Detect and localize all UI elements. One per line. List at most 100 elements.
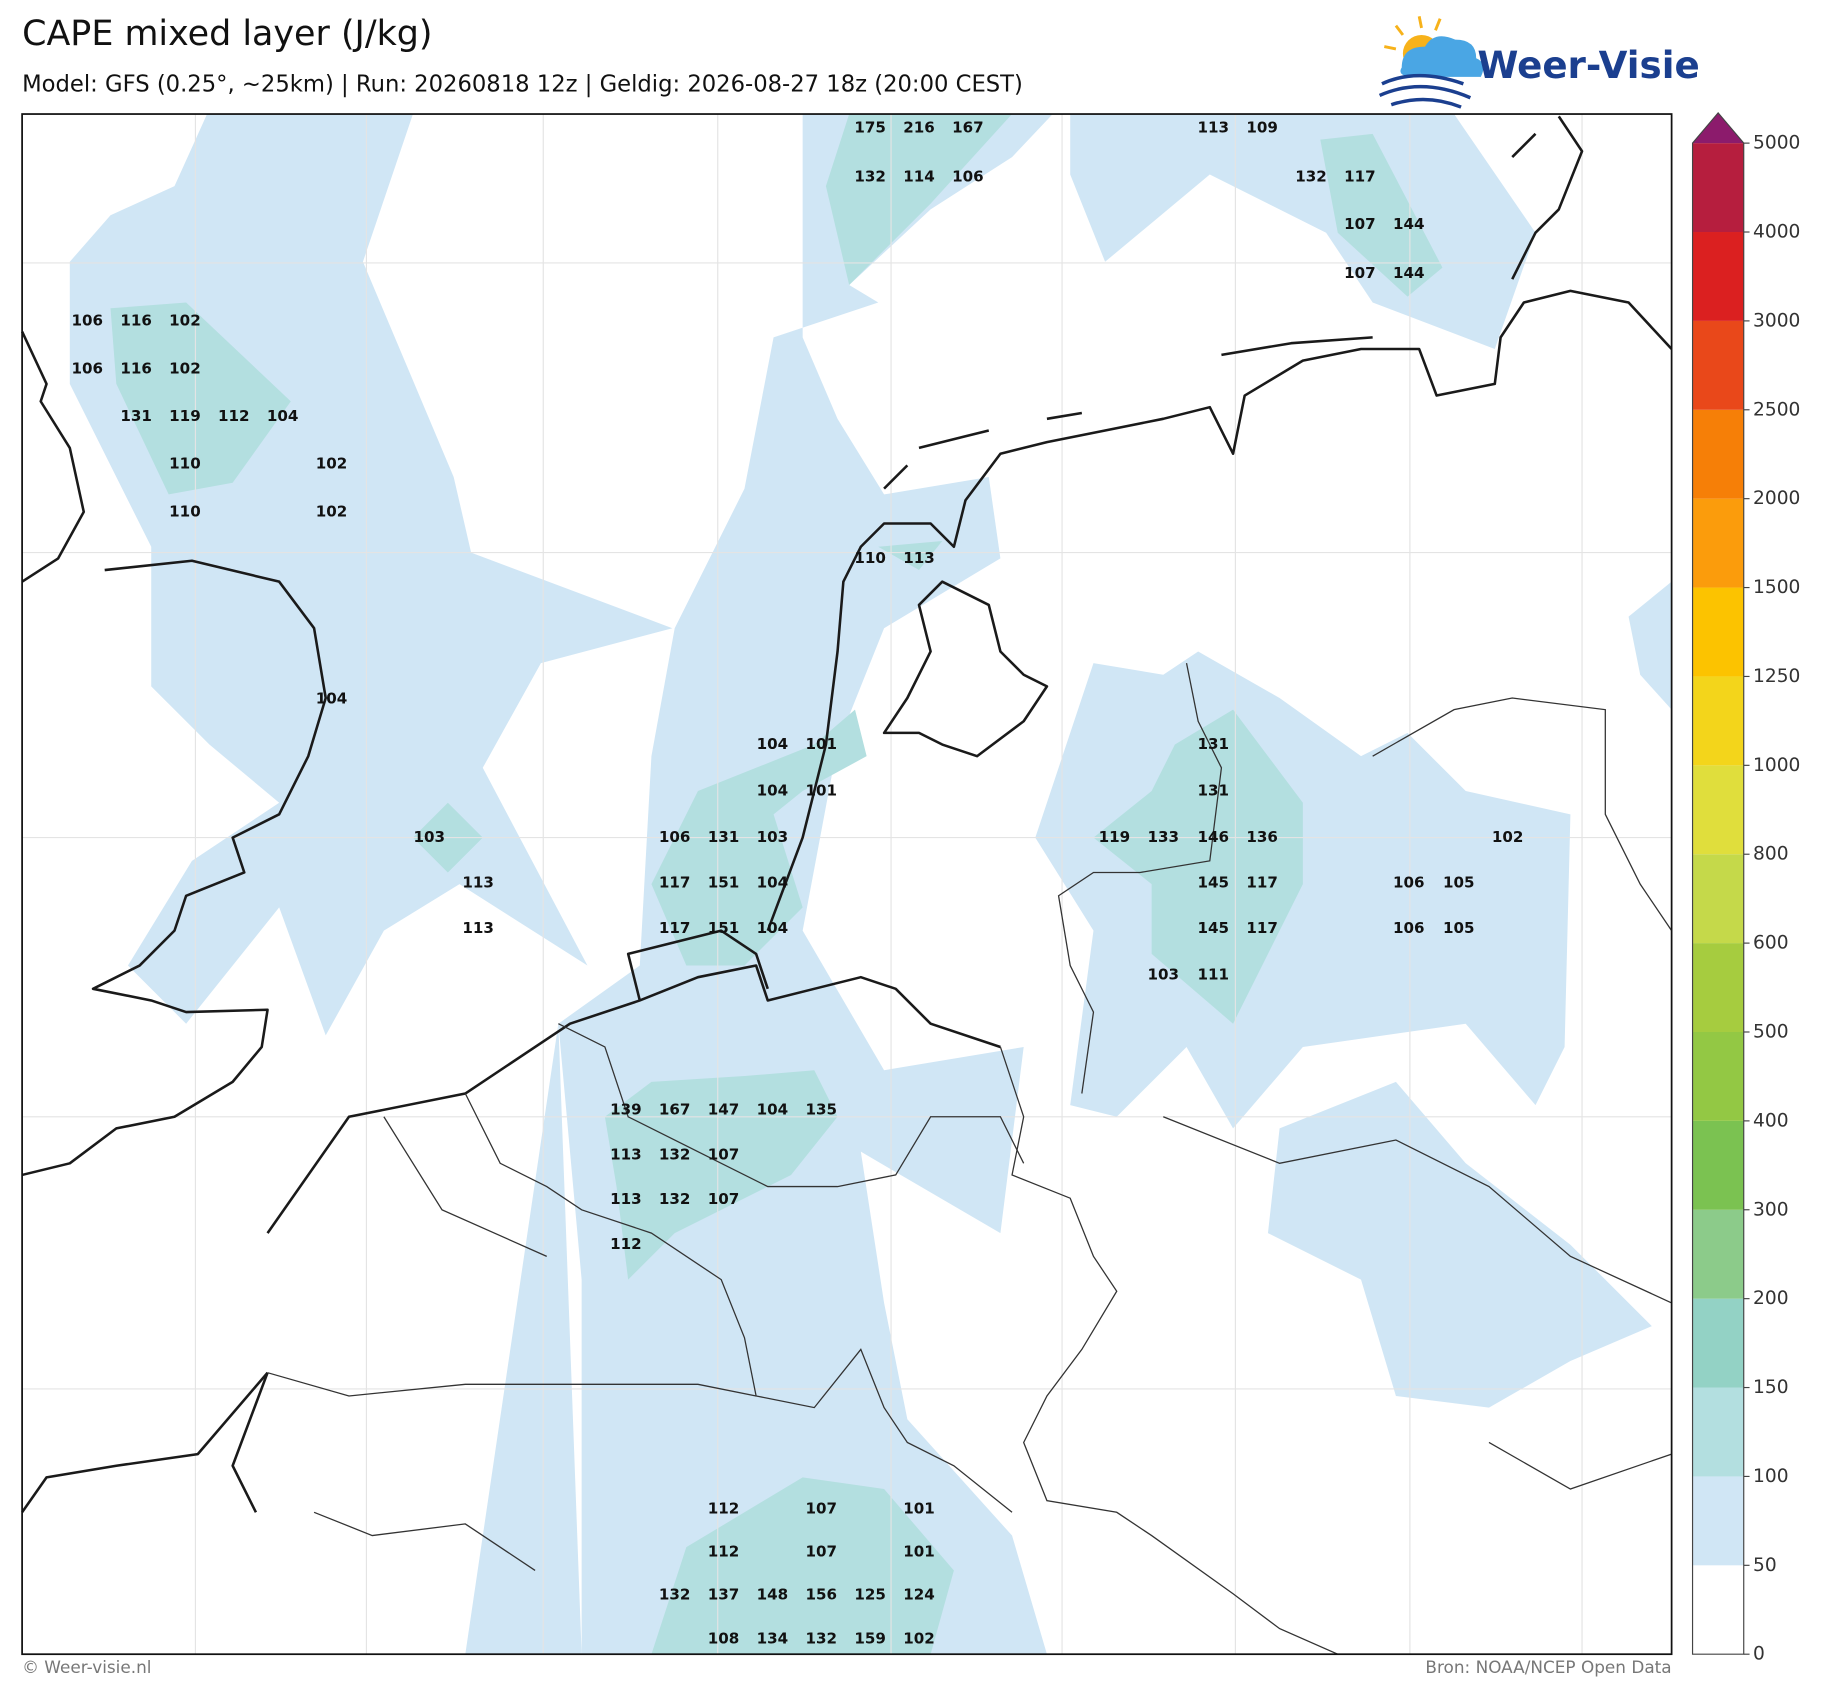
- copyright: © Weer-visie.nl: [22, 1657, 151, 1677]
- value-label: 103: [757, 828, 789, 846]
- colorbar-outline: [1691, 111, 1745, 1655]
- colorbar-segment: [1692, 1387, 1744, 1477]
- value-label: 125: [854, 1585, 886, 1603]
- coastlines: [20, 115, 1673, 1514]
- value-label: 106: [1393, 919, 1425, 937]
- value-label: 131: [120, 407, 152, 425]
- value-label: 113: [610, 1146, 642, 1164]
- value-label: 116: [120, 312, 152, 330]
- value-label: 106: [952, 167, 984, 185]
- value-label: 102: [169, 312, 201, 330]
- colorbar-tick-label: 4000: [1753, 222, 1800, 243]
- value-label: 159: [854, 1630, 886, 1648]
- value-label: 112: [610, 1235, 642, 1253]
- value-label: 104: [316, 690, 348, 708]
- value-label: 109: [1246, 119, 1278, 137]
- value-label: 131: [1198, 782, 1230, 800]
- colorbar-segment: [1692, 1565, 1744, 1655]
- value-label: 119: [169, 407, 201, 425]
- value-label: 102: [316, 455, 348, 473]
- value-label: 102: [903, 1630, 935, 1648]
- value-label: 132: [659, 1585, 691, 1603]
- value-label: 114: [903, 167, 935, 185]
- value-label: 132: [659, 1190, 691, 1208]
- value-label: 106: [659, 828, 691, 846]
- colorbar-segment: [1692, 1031, 1744, 1121]
- map-frame: [21, 113, 1673, 1656]
- value-label: 117: [1344, 167, 1376, 185]
- value-label: 145: [1198, 919, 1230, 937]
- value-label: 145: [1198, 873, 1230, 891]
- value-label: 108: [708, 1630, 740, 1648]
- value-label: 132: [854, 167, 886, 185]
- colorbar-tick-label: 2000: [1753, 488, 1800, 509]
- value-label: 119: [1099, 828, 1131, 846]
- value-label: 117: [1246, 919, 1278, 937]
- value-label: 105: [1443, 873, 1475, 891]
- value-label: 167: [952, 119, 984, 137]
- colorbar-tick-label: 50: [1753, 1555, 1777, 1576]
- value-label: 116: [120, 359, 152, 377]
- value-label: 151: [708, 919, 740, 937]
- value-label: 216: [903, 119, 935, 137]
- value-label: 107: [1344, 215, 1376, 233]
- value-label: 151: [708, 873, 740, 891]
- graticule: [22, 114, 1672, 1655]
- value-label: 112: [708, 1542, 740, 1560]
- colorbar-segment: [1692, 1298, 1744, 1388]
- value-label: 106: [1393, 873, 1425, 891]
- value-label: 113: [462, 873, 494, 891]
- colorbar-segment: [1692, 587, 1744, 677]
- colorbar-segment: [1692, 232, 1744, 321]
- value-label: 103: [413, 828, 445, 846]
- value-label: 101: [805, 782, 837, 800]
- colorbar: 0 50 100 150 200 300 400 500 600 800 1000 1250 1500 2…: [1691, 111, 1800, 1665]
- colorbar-tick-label: 0: [1753, 1644, 1765, 1665]
- value-label: 110: [854, 549, 886, 567]
- value-label: 103: [1147, 965, 1179, 983]
- value-label: 110: [169, 455, 201, 473]
- value-label: 113: [462, 919, 494, 937]
- value-label: 117: [659, 873, 691, 891]
- colorbar-segment: [1692, 409, 1744, 499]
- value-label: 113: [903, 549, 935, 567]
- value-label: 132: [805, 1630, 837, 1648]
- value-label: 137: [708, 1585, 740, 1603]
- logo: Weer-Visie: [1378, 16, 1700, 109]
- value-label: 144: [1393, 215, 1425, 233]
- value-label: 144: [1393, 264, 1425, 282]
- colorbar-segment: [1692, 854, 1744, 944]
- value-label: 132: [1295, 167, 1327, 185]
- value-label: 102: [169, 359, 201, 377]
- value-label: 107: [708, 1146, 740, 1164]
- value-label: 167: [659, 1100, 691, 1118]
- value-labels: 175 216 167 113 109 132 114 106 132 117 107 144 107 1…: [71, 119, 1523, 1648]
- colorbar-extension: [1692, 112, 1744, 144]
- value-label: 104: [757, 735, 789, 753]
- value-label: 139: [610, 1100, 642, 1118]
- value-label: 112: [218, 407, 250, 425]
- value-label: 147: [708, 1100, 740, 1118]
- colorbar-tick-label: 1000: [1753, 755, 1800, 776]
- value-label: 101: [805, 735, 837, 753]
- value-label: 135: [805, 1100, 837, 1118]
- value-label: 107: [805, 1542, 837, 1560]
- value-label: 111: [1198, 965, 1230, 983]
- colorbar-tick-label: 1500: [1753, 577, 1800, 598]
- title: CAPE mixed layer (J/kg): [22, 14, 432, 54]
- value-label: 107: [805, 1499, 837, 1517]
- value-label: 156: [805, 1585, 837, 1603]
- colorbar-segment: [1692, 1120, 1744, 1210]
- value-label: 136: [1246, 828, 1278, 846]
- value-label: 107: [1344, 264, 1376, 282]
- source: Bron: NOAA/NCEP Open Data: [1425, 1657, 1671, 1677]
- value-label: 175: [854, 119, 886, 137]
- map: 175 216 167 113 109 132 114 106 132 117 107 144 107 1…: [20, 113, 1673, 1656]
- value-label: 104: [757, 873, 789, 891]
- value-label: 106: [71, 312, 103, 330]
- value-label: 104: [757, 1100, 789, 1118]
- value-label: 133: [1147, 828, 1179, 846]
- colorbar-tick-label: 300: [1753, 1199, 1789, 1220]
- colorbar-tick-label: 600: [1753, 933, 1789, 954]
